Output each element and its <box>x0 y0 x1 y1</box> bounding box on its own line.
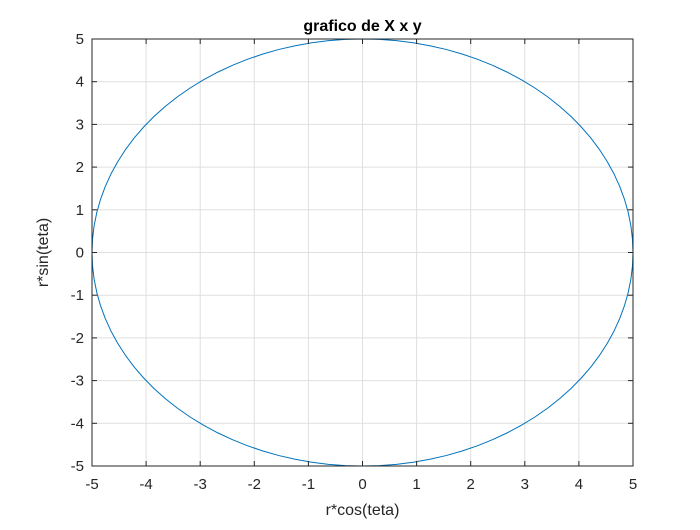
x-tick-label: -3 <box>194 476 207 493</box>
y-tick-label: 1 <box>76 202 84 219</box>
x-tick-label: 5 <box>629 476 637 493</box>
x-tick-label: -5 <box>85 476 98 493</box>
x-axis-label: r*cos(teta) <box>326 502 400 519</box>
tick-marks <box>91 38 634 467</box>
x-tick-label: -2 <box>248 476 261 493</box>
chart-title: grafico de X x y <box>303 18 421 35</box>
y-tick-label: -3 <box>71 373 84 390</box>
y-tick-label: 3 <box>76 116 84 133</box>
y-tick-label: -1 <box>71 287 84 304</box>
x-tick-label: 4 <box>575 476 583 493</box>
y-tick-label: -5 <box>71 458 84 475</box>
y-tick-label: 5 <box>76 31 84 48</box>
y-tick-label: 2 <box>76 159 84 176</box>
y-tick-label: 4 <box>76 74 84 91</box>
x-tick-label: -1 <box>302 476 315 493</box>
x-tick-label: 3 <box>521 476 529 493</box>
x-tick-labels: -5 -4 -3 -2 -1 0 1 2 3 4 5 <box>85 476 637 493</box>
y-tick-labels: -5 -4 -3 -2 -1 0 1 2 3 4 5 <box>71 31 84 475</box>
y-tick-label: -4 <box>71 415 84 432</box>
y-tick-label: 0 <box>76 245 84 262</box>
x-tick-label: 1 <box>412 476 420 493</box>
y-tick-label: -2 <box>71 330 84 347</box>
x-tick-label: 2 <box>467 476 475 493</box>
x-tick-label: 0 <box>358 476 366 493</box>
y-axis-label: r*sin(teta) <box>35 218 52 287</box>
x-tick-label: -4 <box>139 476 152 493</box>
